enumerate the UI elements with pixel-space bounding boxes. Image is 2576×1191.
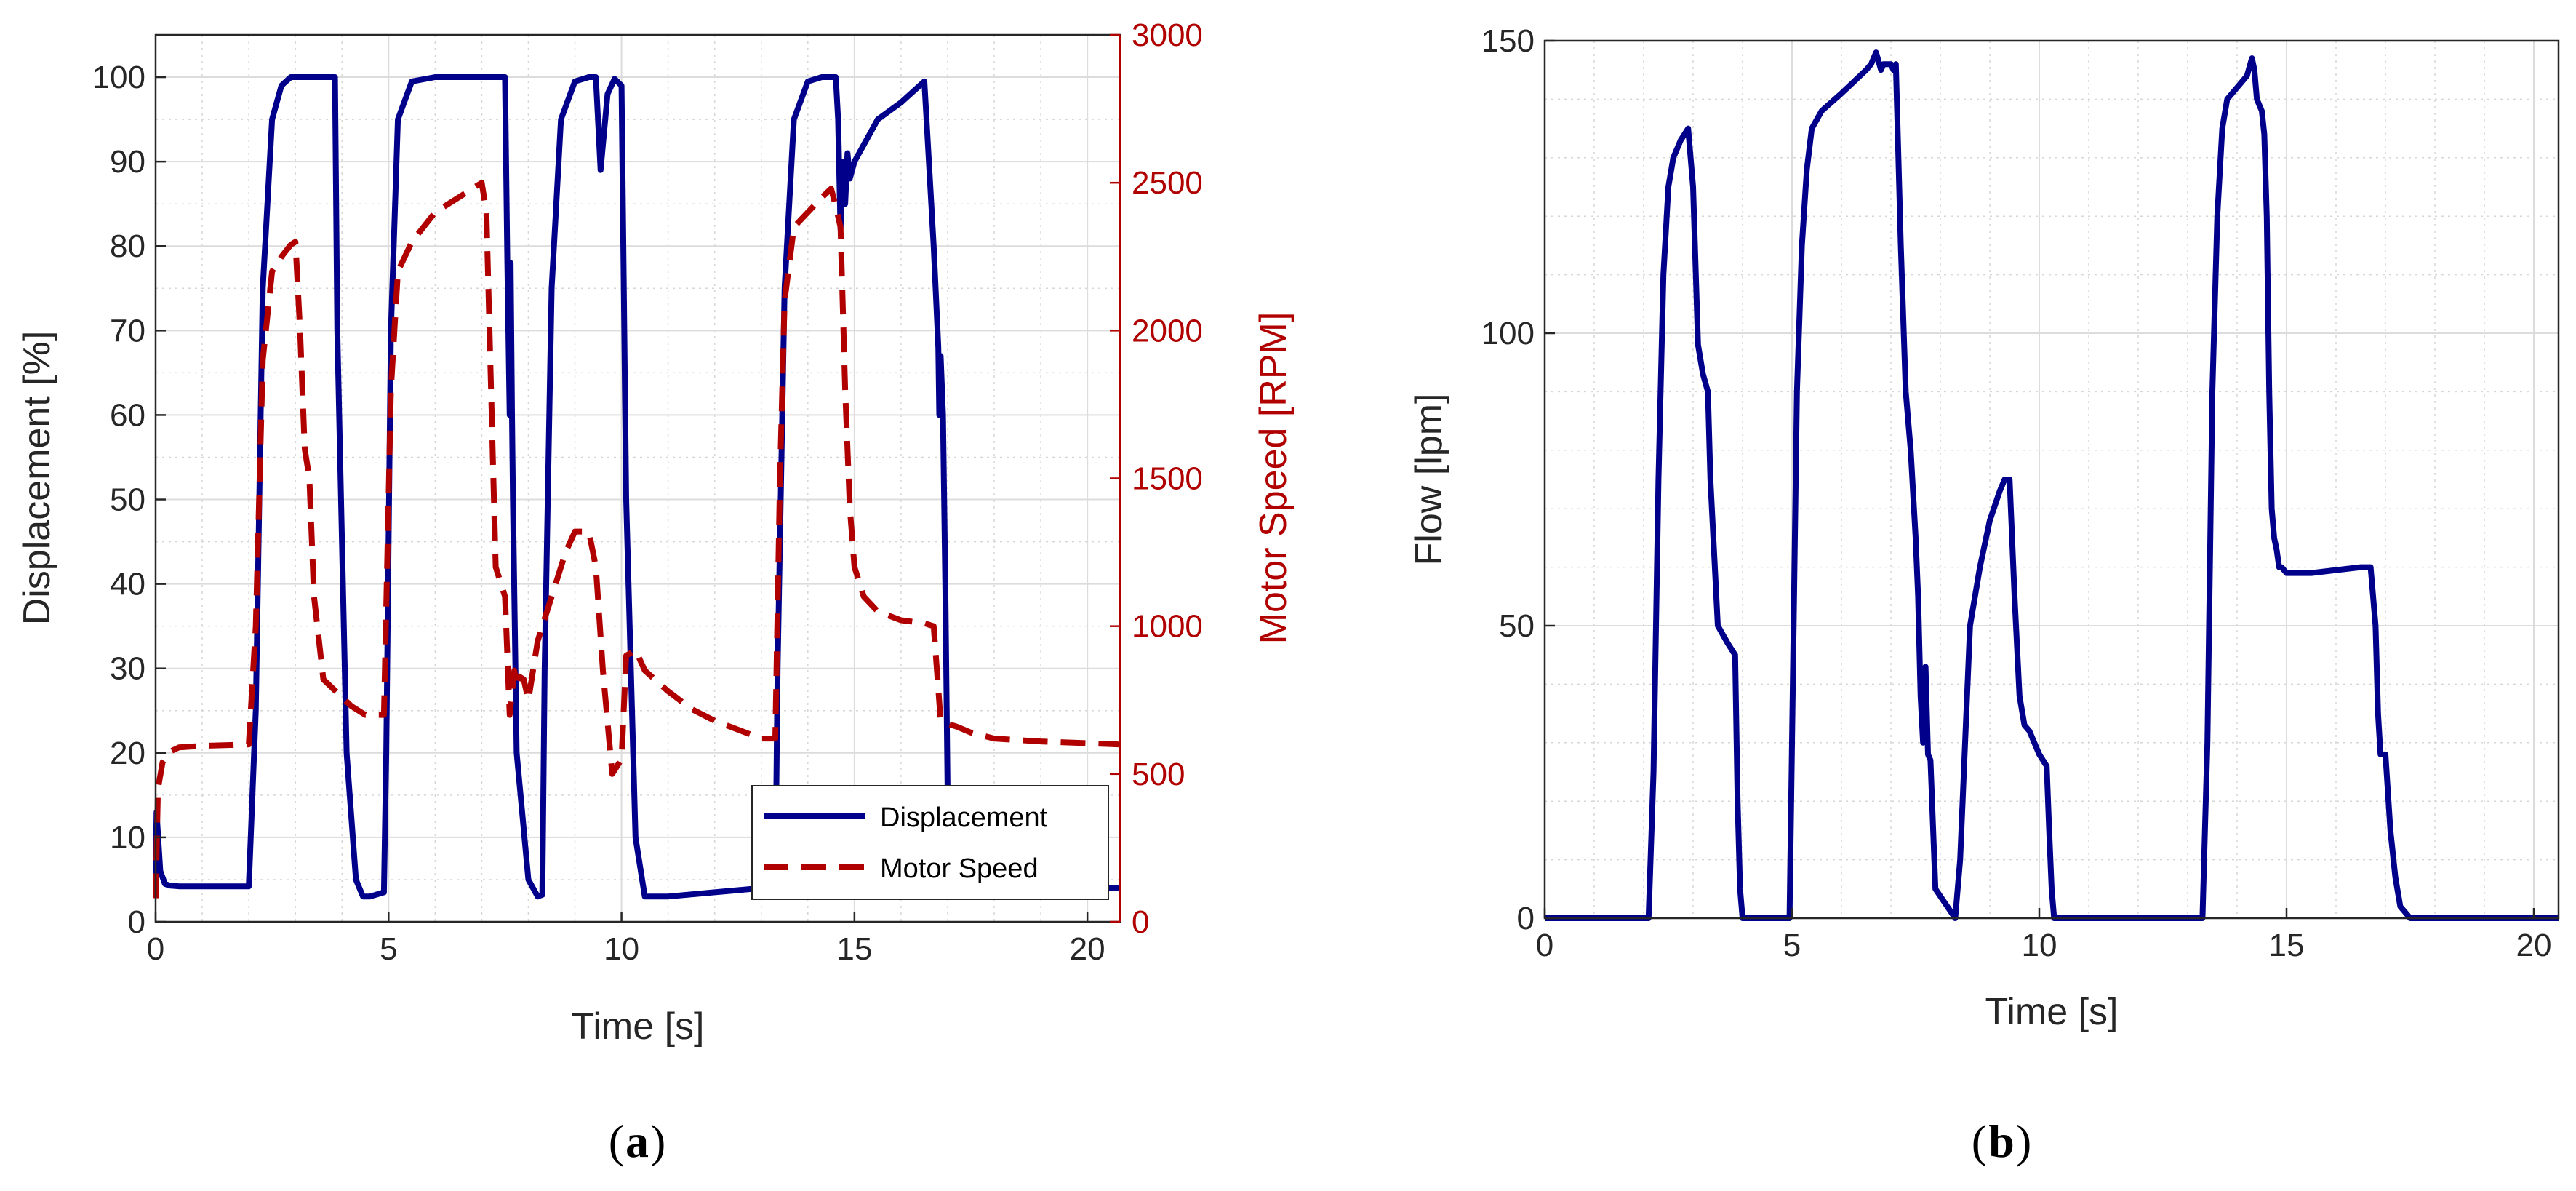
y-tick-label: 70	[110, 313, 145, 348]
y-tick-label: 0	[128, 904, 145, 940]
series-b	[1545, 49, 2559, 921]
y-tick-label: 100	[1481, 316, 1535, 351]
svg-text:): )	[650, 1115, 665, 1167]
ticks-a: 0 5 10 15 2001020304050607080901000500100015…	[92, 17, 1203, 967]
panel-label-a-letter: a	[625, 1115, 649, 1167]
y-tick-right-label: 2000	[1132, 313, 1203, 348]
x-tick-label: 15	[836, 931, 872, 967]
x-axis-label-b: Time [s]	[1985, 991, 2119, 1033]
y-tick-label: 50	[110, 482, 145, 518]
legend-label-displacement: Displacement	[880, 802, 1048, 833]
series-line-flow	[1545, 49, 2559, 921]
x-tick-label: 5	[1783, 928, 1801, 963]
y-tick-label: 100	[92, 60, 145, 95]
svg-text:): )	[2016, 1115, 2031, 1167]
y-axis-label-a: Displacement [%]	[16, 331, 58, 626]
y-tick-right-label: 2500	[1132, 165, 1203, 201]
y-tick-label: 150	[1481, 23, 1535, 59]
y-tick-right-label: 1000	[1132, 609, 1203, 645]
series-a	[153, 74, 1121, 900]
y-tick-right-label: 1500	[1132, 461, 1203, 497]
y-tick-label: 80	[110, 228, 145, 264]
y-axis-right-label-a: Motor Speed [RPM]	[1252, 312, 1295, 645]
panel-a: 0 5 10 15 2001020304050607080901000500100015…	[16, 17, 1295, 1167]
y-tick-label: 30	[110, 651, 145, 687]
panel-label-b: ( b )	[1972, 1115, 2032, 1167]
panel-label-a: ( a )	[609, 1115, 666, 1167]
x-tick-label: 0	[147, 931, 164, 967]
y-tick-label: 60	[110, 397, 145, 433]
x-tick-label: 10	[2022, 928, 2057, 963]
legend-box-a	[751, 785, 1109, 900]
x-tick-label: 15	[2269, 928, 2305, 963]
panel-b: 0 5 10 15 20 0 50 100 150 Time [s] Flow [lpm] ( …	[1408, 23, 2560, 1167]
plot-area-b	[1545, 41, 2559, 918]
ticks-b: 0 5 10 15 20 0 50 100 150	[1481, 23, 2552, 963]
x-tick-label: 0	[1536, 928, 1553, 963]
y-tick-right-label: 0	[1132, 904, 1149, 940]
series-line-motor-speed	[153, 180, 1121, 899]
y-tick-label: 40	[110, 567, 145, 602]
x-tick-label: 20	[2516, 928, 2552, 963]
legend-a: Displacement Motor Speed	[751, 785, 1109, 900]
plot-frame-b	[1543, 39, 2560, 920]
x-axis-label-a: Time [s]	[572, 1005, 705, 1048]
y-tick-label: 50	[1499, 608, 1535, 644]
y-axis-label-b: Flow [lpm]	[1408, 394, 1450, 566]
x-tick-label: 10	[604, 931, 639, 967]
panel-label-b-letter: b	[1988, 1115, 2015, 1167]
y-tick-label: 10	[110, 820, 145, 856]
y-tick-label: 20	[110, 736, 145, 771]
y-tick-right-label: 500	[1132, 757, 1185, 792]
series-line-displacement	[153, 74, 1120, 900]
plot-area-a	[156, 35, 1120, 922]
svg-text:(: (	[609, 1115, 624, 1167]
x-tick-label: 20	[1070, 931, 1105, 967]
y-tick-label: 0	[1517, 901, 1535, 936]
y-tick-label: 90	[110, 144, 145, 180]
x-tick-label: 5	[380, 931, 397, 967]
y-tick-right-label: 3000	[1132, 17, 1203, 53]
svg-text:(: (	[1972, 1115, 1987, 1167]
legend-label-motor-speed: Motor Speed	[880, 853, 1039, 884]
